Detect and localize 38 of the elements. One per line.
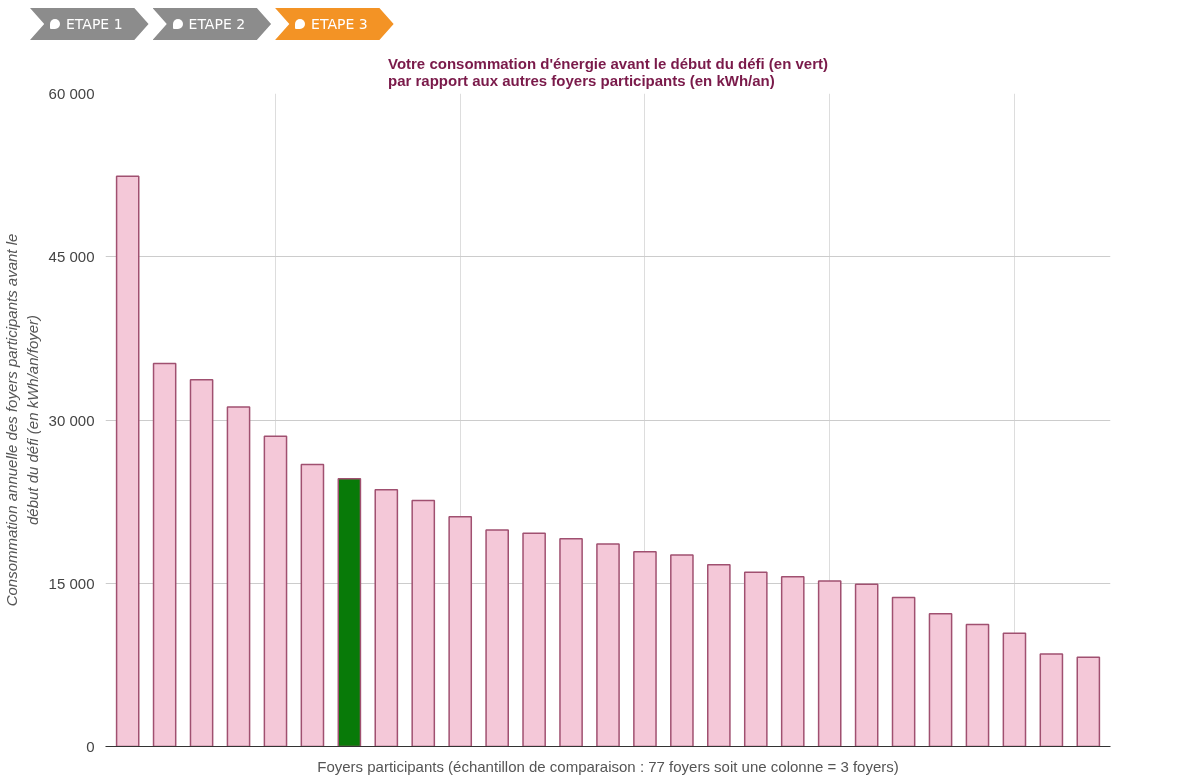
y-tick-label: 60 000 [48,85,95,102]
bar [337,478,362,747]
bar [965,623,990,747]
bar [448,516,473,747]
bar [854,583,879,747]
chart-title: Votre consommation d'énergie avant le début du défi (en vert) par rapport aux autres foyers participants (en kWh/an) [387,54,829,89]
bar [891,596,916,747]
text: ETAPE 2 [152,8,272,40]
bar [263,435,288,747]
bar [115,175,140,747]
bar [633,550,657,747]
y-tick-label: 30 000 [48,411,95,429]
bar [411,499,436,747]
bar [1076,656,1101,747]
bar [300,463,325,747]
bar [226,406,251,747]
y-tick-label: 15 000 [48,574,95,592]
y-tick-label: 45 000 [48,248,95,266]
y-tick-label: 0 [86,738,95,755]
bar [189,378,214,747]
bar [522,532,546,747]
y-axis-title: Consommation annuelle des foyers participants avant le début du défi (en kWh/an/foyer) [3,233,41,607]
bar [559,537,583,747]
x-axis-title: Foyers participants (échantillon de comparaison : 77 foyers soit une colonne = 3 foyers) [317,757,899,775]
bar [670,554,694,747]
bar [1039,653,1064,747]
bar [596,543,620,747]
bar [1002,632,1027,747]
bar [928,612,953,747]
bar [152,362,177,747]
bar [707,564,731,747]
bar [780,575,805,747]
bar [485,529,509,747]
bar [743,571,768,747]
bar [817,580,842,747]
text: ETAPE 3 [275,8,394,40]
bar [374,488,399,747]
text: ETAPE 1 [30,8,149,40]
